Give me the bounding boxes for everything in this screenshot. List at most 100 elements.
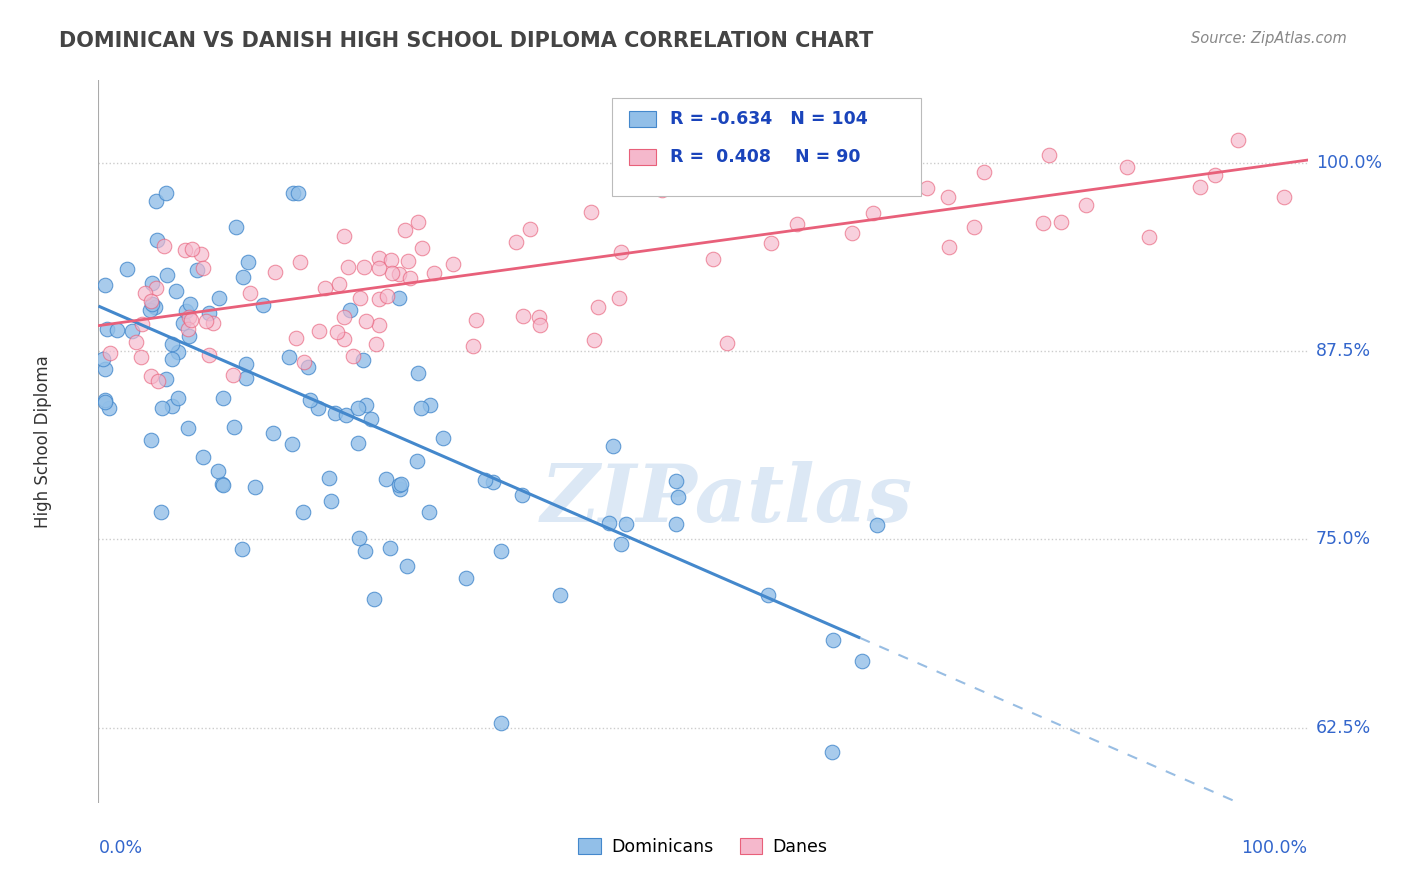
Point <box>222 419 245 434</box>
Point <box>336 260 359 275</box>
Point <box>292 505 315 519</box>
Point <box>186 263 208 277</box>
Point <box>388 477 411 491</box>
Point <box>375 289 398 303</box>
Point <box>288 255 311 269</box>
Text: High School Diploma: High School Diploma <box>35 355 52 528</box>
Point <box>406 366 429 380</box>
Point <box>489 543 512 558</box>
Point <box>665 475 688 489</box>
Point <box>139 433 162 447</box>
Point <box>162 351 184 366</box>
Point <box>375 473 398 487</box>
Point <box>602 439 624 453</box>
Point <box>851 654 873 668</box>
Point <box>607 291 630 305</box>
Text: 0.0%: 0.0% <box>98 838 142 857</box>
Point <box>616 516 638 531</box>
Point <box>287 186 309 201</box>
Point <box>262 426 284 441</box>
Point <box>139 294 162 309</box>
Point <box>1038 148 1060 162</box>
Point <box>1227 133 1250 147</box>
Point <box>1137 230 1160 244</box>
Point <box>474 473 496 487</box>
Point <box>335 409 357 423</box>
Point <box>354 398 377 412</box>
Point <box>239 285 262 300</box>
Point <box>141 297 163 311</box>
Point <box>121 325 143 339</box>
Text: Source: ZipAtlas.com: Source: ZipAtlas.com <box>1191 31 1347 46</box>
Text: R = -0.634   N = 104: R = -0.634 N = 104 <box>671 111 868 128</box>
Point <box>208 291 231 305</box>
Point <box>318 470 340 484</box>
Point <box>333 310 356 325</box>
Point <box>308 324 330 338</box>
Point <box>388 268 411 282</box>
Point <box>489 715 512 730</box>
Point <box>194 314 217 328</box>
Point <box>866 517 889 532</box>
Point <box>167 392 190 406</box>
Point <box>582 333 605 347</box>
Point <box>411 241 433 255</box>
Point <box>150 401 173 415</box>
Point <box>198 306 221 320</box>
Point <box>145 281 167 295</box>
Point <box>505 235 527 250</box>
Point <box>202 316 225 330</box>
Point <box>388 291 411 305</box>
Point <box>179 296 201 310</box>
Point <box>134 285 156 300</box>
Point <box>1272 190 1295 204</box>
Point <box>423 266 446 280</box>
Point <box>325 325 347 339</box>
Point <box>347 436 370 450</box>
Point <box>1115 160 1137 174</box>
Point <box>353 543 375 558</box>
Point <box>180 313 202 327</box>
Point <box>93 392 115 407</box>
Point <box>264 265 287 279</box>
Point <box>125 334 148 349</box>
Point <box>1050 215 1073 229</box>
Point <box>96 322 118 336</box>
Point <box>396 559 419 574</box>
Point <box>883 147 905 161</box>
Point <box>285 330 308 344</box>
Text: 87.5%: 87.5% <box>1316 343 1371 360</box>
Point <box>314 281 336 295</box>
Point <box>349 291 371 305</box>
Point <box>231 541 253 556</box>
Point <box>281 186 304 201</box>
Text: 75.0%: 75.0% <box>1316 531 1371 549</box>
Point <box>332 332 354 346</box>
Point <box>380 541 402 555</box>
Point <box>177 322 200 336</box>
Point <box>368 260 391 275</box>
Point <box>191 260 214 275</box>
Point <box>93 277 115 292</box>
FancyBboxPatch shape <box>613 98 921 196</box>
Point <box>165 284 187 298</box>
Point <box>380 253 402 268</box>
Point <box>177 329 200 343</box>
Point <box>139 303 162 318</box>
Point <box>107 323 129 337</box>
Point <box>155 268 177 282</box>
Point <box>115 261 138 276</box>
Point <box>281 437 304 451</box>
Point <box>129 350 152 364</box>
Point <box>973 165 995 179</box>
Point <box>363 592 385 607</box>
Point <box>841 226 863 240</box>
Text: R =  0.408    N = 90: R = 0.408 N = 90 <box>671 148 860 166</box>
Point <box>235 357 257 371</box>
Point <box>177 421 200 435</box>
Point <box>936 190 959 204</box>
Point <box>419 398 441 412</box>
Point <box>598 516 620 530</box>
Point <box>141 368 163 383</box>
Point <box>396 253 419 268</box>
